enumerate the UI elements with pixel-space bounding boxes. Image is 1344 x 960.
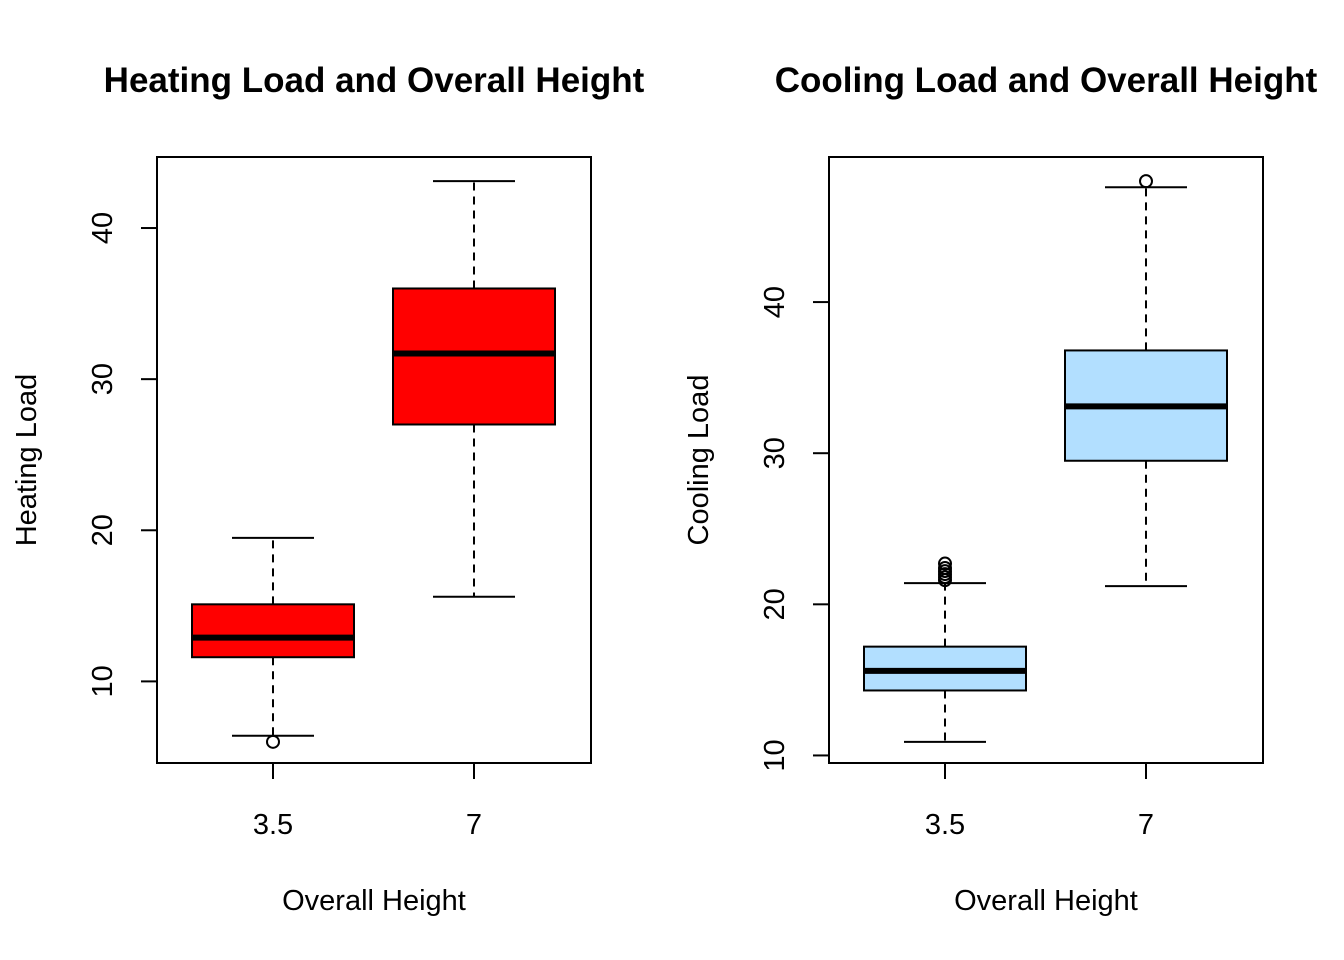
chart-panel-1: Heating Load and Overall Height 10 20 30 40 H… [11, 61, 645, 917]
box-7 [1064, 174, 1228, 588]
box-3.5 [863, 556, 1027, 743]
x-tick-label: 7 [1138, 809, 1154, 841]
plot-frame [828, 156, 1264, 764]
outlier-point [1139, 174, 1153, 189]
outlier-point [938, 561, 952, 576]
x-tick-label: 7 [466, 809, 482, 841]
outlier-point [938, 556, 952, 571]
y-tick-label: 20 [759, 588, 791, 620]
x-axis-title: Overall Height [282, 885, 466, 917]
y-axis-title: Cooling Load [683, 375, 715, 546]
y-tick-label: 30 [759, 437, 791, 469]
x-tick-label: 3.5 [253, 809, 293, 841]
y-tick-label: 30 [87, 363, 119, 395]
x-tick-label: 3.5 [925, 809, 965, 841]
box-7 [392, 180, 556, 598]
chart-title: Cooling Load and Overall Height [775, 61, 1318, 100]
y-tick-label: 10 [759, 739, 791, 771]
box-3.5 [191, 536, 355, 749]
y-tick-label: 10 [87, 665, 119, 697]
y-tick-label: 40 [759, 286, 791, 318]
chart-title: Heating Load and Overall Height [104, 61, 645, 100]
box-iqr [392, 287, 556, 426]
y-axis-title: Heating Load [11, 374, 43, 547]
y-tick-label: 40 [87, 212, 119, 244]
x-axis-title: Overall Height [954, 885, 1138, 917]
y-tick-label: 20 [87, 514, 119, 546]
outlier-point [266, 734, 280, 749]
plot-frame [156, 156, 592, 764]
box-iqr [191, 603, 355, 659]
chart-panel-2: Cooling Load and Overall Height 10 20 30 40 C… [683, 61, 1318, 917]
